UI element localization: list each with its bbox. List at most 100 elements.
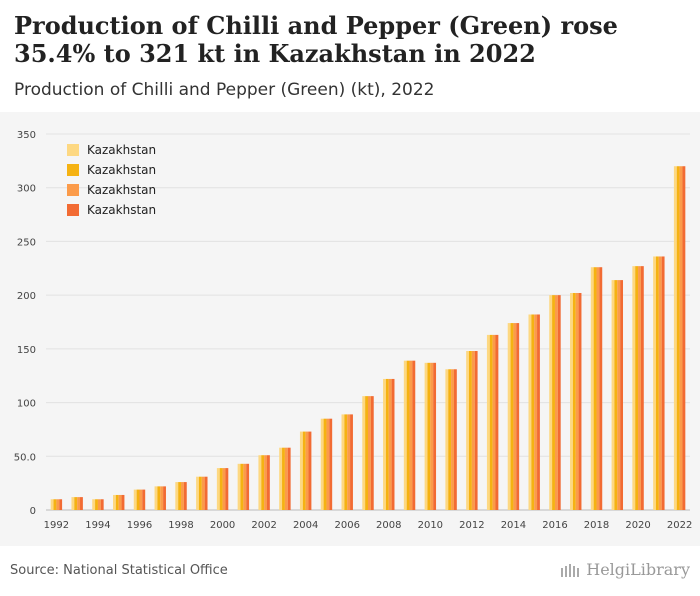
- bar: [95, 499, 98, 510]
- bar: [326, 418, 330, 510]
- y-tick-label: 150: [17, 345, 36, 356]
- bar: [53, 499, 57, 510]
- bar: [528, 314, 532, 510]
- bar: [424, 362, 428, 510]
- bar: [261, 455, 265, 510]
- legend-item[interactable]: Kazakhstan: [67, 140, 156, 160]
- bar: [471, 351, 475, 510]
- bar: [216, 468, 220, 510]
- legend-item[interactable]: Kazakhstan: [67, 160, 156, 180]
- bar: [77, 497, 81, 510]
- bar: [160, 486, 164, 510]
- x-tick-label: 2014: [501, 520, 526, 531]
- bar: [611, 280, 615, 510]
- x-tick-label: 1994: [85, 520, 110, 531]
- bar: [635, 266, 639, 510]
- legend-item[interactable]: Kazakhstan: [67, 180, 156, 200]
- bar: [661, 256, 665, 510]
- bar: [92, 499, 96, 510]
- source-note: Source: National Statistical Office: [10, 563, 228, 578]
- bar: [596, 267, 600, 510]
- bar: [305, 431, 309, 510]
- bar: [617, 280, 621, 510]
- bar: [222, 468, 226, 510]
- bar: [329, 418, 333, 510]
- bar: [142, 489, 146, 510]
- legend-item[interactable]: Kazakhstan: [67, 200, 156, 220]
- bar: [507, 323, 511, 510]
- bar: [341, 414, 345, 510]
- bar-chart: 0 50.0 100 150 200 250 300 350 1992 1994 1996 1998 2…: [14, 130, 693, 531]
- bar: [453, 369, 457, 510]
- x-tick-label: 2008: [376, 520, 401, 531]
- library-icon: [561, 563, 580, 577]
- legend-label: Kazakhstan: [87, 203, 157, 217]
- bar: [486, 334, 490, 510]
- bar: [383, 378, 386, 510]
- bar: [653, 256, 656, 510]
- bar: [549, 295, 553, 510]
- bar: [370, 396, 374, 510]
- bar: [552, 295, 555, 510]
- bar: [175, 482, 179, 510]
- x-tick-label: 2002: [251, 520, 276, 531]
- bar: [570, 292, 573, 510]
- bar: [365, 396, 368, 510]
- bar: [320, 418, 324, 510]
- bar: [572, 292, 576, 510]
- helgi-library-logo[interactable]: HelgiLibrary: [560, 560, 690, 579]
- legend-label: Kazakhstan: [87, 143, 157, 157]
- bar: [430, 362, 434, 510]
- legend-swatch: [67, 164, 79, 176]
- bar: [113, 494, 116, 510]
- bar: [71, 497, 75, 510]
- bar: [133, 489, 137, 510]
- bar: [575, 292, 579, 510]
- bar: [614, 280, 618, 510]
- bar: [323, 418, 327, 510]
- y-tick-label: 350: [17, 130, 36, 141]
- chart-title: Production of Chilli and Pepper (Green) …: [14, 11, 618, 68]
- bar: [56, 499, 60, 510]
- y-tick-label: 0: [30, 506, 36, 517]
- bar: [537, 314, 540, 510]
- bar: [385, 378, 389, 510]
- bar: [391, 378, 395, 510]
- bar: [448, 369, 452, 510]
- bar: [409, 360, 413, 510]
- bar: [632, 266, 636, 510]
- bar: [97, 499, 101, 510]
- bar: [219, 468, 223, 510]
- bar: [246, 463, 250, 510]
- bar: [620, 280, 624, 510]
- bar: [237, 463, 241, 510]
- bar: [198, 476, 202, 510]
- x-tick-label: 2000: [210, 520, 235, 531]
- bar: [299, 431, 303, 510]
- x-tick-label: 2004: [293, 520, 318, 531]
- bar: [655, 256, 659, 510]
- bar: [74, 497, 78, 510]
- bar: [118, 494, 122, 510]
- bar: [136, 489, 140, 510]
- bar: [183, 482, 187, 510]
- bar: [531, 314, 535, 510]
- x-tick-label: 2010: [418, 520, 443, 531]
- bar: [100, 499, 104, 510]
- bar: [492, 334, 496, 510]
- bar: [344, 414, 348, 510]
- bar: [427, 362, 431, 510]
- bar: [451, 369, 454, 510]
- bar: [466, 351, 470, 510]
- bar: [403, 360, 407, 510]
- bar: [640, 266, 644, 510]
- bar: [599, 267, 603, 510]
- bar: [350, 414, 353, 510]
- bar: [433, 362, 437, 510]
- bar: [178, 482, 182, 510]
- bar: [157, 486, 161, 510]
- bar: [495, 334, 499, 510]
- x-tick-label: 2012: [459, 520, 484, 531]
- bar: [258, 455, 262, 510]
- bar: [557, 295, 561, 510]
